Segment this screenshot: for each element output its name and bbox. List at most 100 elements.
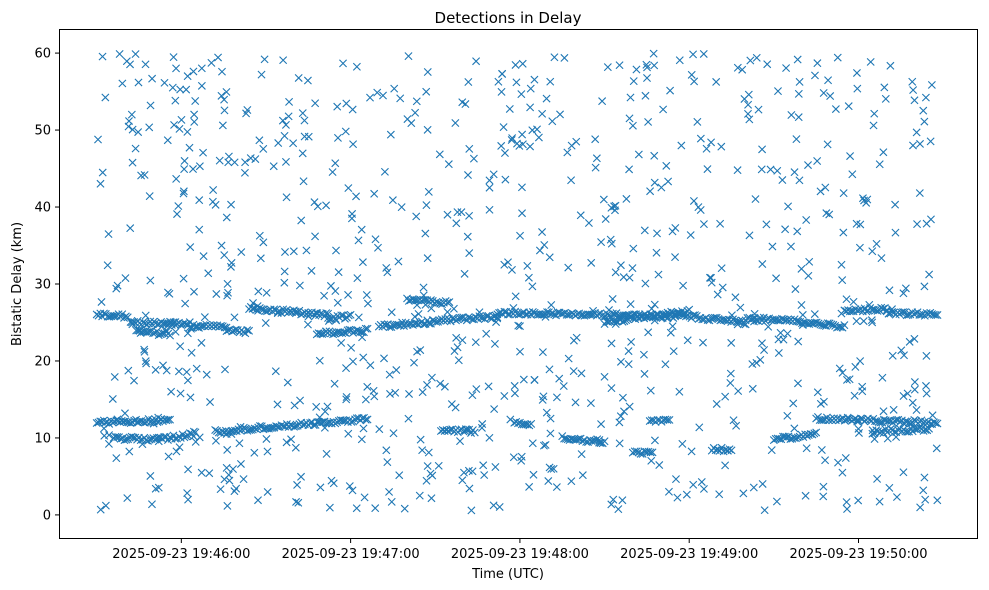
data-point xyxy=(457,208,466,217)
data-point xyxy=(655,461,664,470)
data-point xyxy=(485,433,494,442)
data-point xyxy=(535,246,544,255)
data-point xyxy=(779,335,788,344)
data-point xyxy=(216,485,225,494)
data-point xyxy=(640,226,649,235)
data-point xyxy=(104,230,113,239)
data-point xyxy=(542,94,551,103)
data-point xyxy=(140,347,149,356)
data-point xyxy=(810,429,819,438)
data-point xyxy=(653,416,662,425)
data-point xyxy=(316,329,325,338)
data-point xyxy=(510,381,519,390)
data-point xyxy=(515,322,524,331)
y-tick-label: 30 xyxy=(34,278,51,293)
data-point xyxy=(739,489,748,498)
data-point xyxy=(646,187,655,196)
data-point xyxy=(371,235,380,244)
data-point xyxy=(837,260,846,269)
data-point xyxy=(897,346,906,355)
data-point xyxy=(189,432,198,441)
data-point xyxy=(888,351,897,360)
data-point xyxy=(517,183,526,192)
data-point xyxy=(600,372,609,381)
data-point xyxy=(890,428,899,437)
data-point xyxy=(357,225,366,234)
data-point xyxy=(495,502,504,511)
data-point xyxy=(797,301,806,310)
data-point xyxy=(115,50,124,59)
data-point xyxy=(166,331,175,340)
data-point xyxy=(423,254,432,263)
data-point xyxy=(646,386,655,395)
data-point xyxy=(842,375,851,384)
data-point xyxy=(625,402,634,411)
data-point xyxy=(916,139,925,148)
data-point xyxy=(423,68,432,76)
data-point xyxy=(516,231,525,240)
data-point xyxy=(183,127,192,136)
data-point xyxy=(312,402,321,411)
data-point xyxy=(452,219,461,228)
data-point xyxy=(889,405,898,414)
data-point xyxy=(245,326,254,335)
data-point xyxy=(715,490,724,499)
data-point xyxy=(842,295,851,304)
data-point xyxy=(152,327,161,336)
data-point xyxy=(544,477,553,486)
data-point xyxy=(347,214,356,223)
data-point xyxy=(189,67,198,76)
data-point xyxy=(707,138,716,147)
data-point xyxy=(387,497,396,506)
data-point xyxy=(555,374,564,383)
data-point xyxy=(291,443,300,452)
data-point xyxy=(478,420,487,429)
data-point xyxy=(545,253,554,262)
data-point xyxy=(784,202,793,211)
data-point xyxy=(416,435,425,444)
data-point xyxy=(901,284,910,293)
data-point xyxy=(342,364,351,373)
data-point xyxy=(323,402,332,411)
data-point xyxy=(899,468,908,477)
data-point xyxy=(643,73,651,82)
data-point xyxy=(749,483,758,492)
data-point xyxy=(342,99,351,108)
data-point xyxy=(933,496,942,505)
data-point xyxy=(628,264,637,273)
data-point xyxy=(392,366,401,375)
data-point xyxy=(805,257,814,266)
data-point xyxy=(450,347,459,356)
data-point xyxy=(223,291,232,300)
data-point xyxy=(611,201,620,210)
data-point xyxy=(217,67,226,76)
data-point xyxy=(197,81,206,90)
data-point xyxy=(354,236,363,245)
data-point xyxy=(311,232,320,241)
data-point xyxy=(819,89,828,98)
data-point xyxy=(567,477,576,486)
data-point xyxy=(509,453,518,462)
data-point xyxy=(170,120,179,129)
data-point xyxy=(422,87,431,96)
data-point xyxy=(538,348,547,357)
data-point xyxy=(758,479,767,488)
data-point xyxy=(112,454,121,463)
data-point xyxy=(190,287,198,296)
data-point xyxy=(186,393,195,402)
data-point xyxy=(653,229,662,238)
data-point xyxy=(385,370,394,379)
data-point xyxy=(668,322,677,331)
data-point xyxy=(552,483,561,492)
data-point xyxy=(400,504,409,513)
data-point xyxy=(671,475,680,484)
data-point xyxy=(644,117,653,126)
data-point xyxy=(745,231,754,240)
data-point xyxy=(726,379,735,388)
data-point xyxy=(250,448,259,457)
data-point xyxy=(852,317,861,326)
data-point xyxy=(327,476,336,485)
data-point xyxy=(108,394,117,403)
data-point xyxy=(618,393,627,402)
data-point xyxy=(885,286,894,295)
